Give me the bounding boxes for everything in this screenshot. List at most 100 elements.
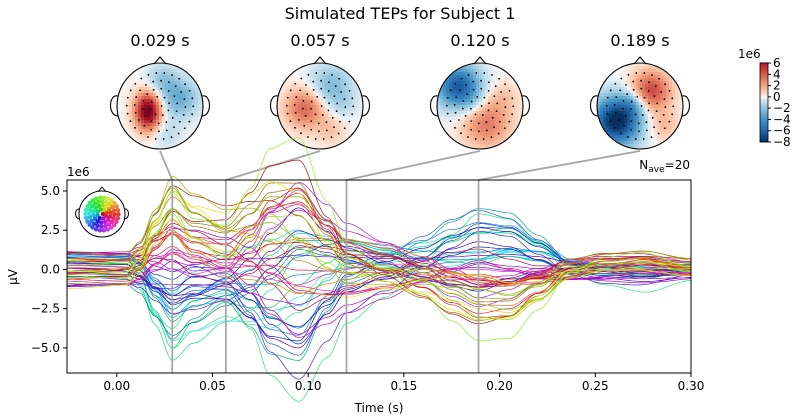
sensor-dot: [480, 87, 483, 90]
channel-trace: [66, 187, 692, 300]
sensor-dot: [139, 132, 142, 135]
sensor-dot: [158, 130, 160, 133]
sensor-dot: [327, 90, 330, 92]
sensor-dot: [632, 88, 635, 91]
colorbar-cell: [760, 97, 768, 100]
head-right-ear: [361, 95, 371, 117]
colorbar-cell: [760, 116, 768, 118]
sensor-dot: [656, 102, 659, 105]
sensor-dot: [488, 102, 490, 105]
sensor-dot: [508, 120, 511, 123]
sensor-dot: [481, 114, 484, 116]
channel-trace: [67, 239, 692, 315]
sensor-dot: [300, 77, 303, 80]
colorbar-cell: [760, 88, 768, 90]
colorbar-cell: [760, 138, 768, 140]
sensor-dot: [630, 107, 632, 110]
colorbar-cell: [760, 122, 768, 124]
sensor-dot: [160, 79, 162, 82]
colorbar-cell: [760, 128, 768, 130]
sensor-dot: [632, 80, 635, 83]
colorbar-cell: [760, 82, 768, 84]
sensor-dot: [310, 107, 312, 110]
colorbar-cell: [760, 67, 768, 69]
sensor-dot: [672, 105, 675, 108]
sensor-dot: [502, 113, 505, 116]
topomap-time-label: 0.057 s: [290, 31, 349, 50]
sensor-dot: [134, 126, 136, 129]
sensor-dot: [295, 96, 298, 99]
sensor-dot: [139, 89, 142, 92]
y-axis-ticks: −5.0 −2.5 0.0 2.5 5.0: [31, 184, 67, 355]
sensor-dot: [619, 132, 622, 135]
channel-trace: [66, 213, 692, 320]
sensor-dot: [168, 102, 170, 105]
head-left-ear: [429, 95, 439, 117]
sensor-dot: [352, 105, 355, 108]
sensor-dot: [160, 105, 163, 107]
figure-title: Simulated TEPs for Subject 1: [285, 4, 516, 23]
sensor-dot: [606, 96, 609, 99]
colorbar-cell: [760, 131, 768, 133]
head-right-ear: [201, 95, 211, 117]
sensor-dot: [338, 120, 341, 123]
colorbar-tick-label: −4: [773, 112, 791, 126]
sensor-dot: [155, 72, 158, 74]
sensor-dot: [125, 104, 128, 107]
sensor-dot: [630, 120, 633, 122]
colorbar-cell: [760, 78, 768, 80]
sensor-dot: [467, 73, 470, 76]
legend-sensor-dot: [112, 212, 117, 217]
sensor-dot: [640, 79, 642, 82]
sensor-dot: [662, 113, 665, 116]
sensor-dot: [126, 112, 129, 115]
legend-sensor-dot: [108, 210, 113, 215]
colorbar-cell: [760, 123, 768, 126]
legend-sensor-dot: [109, 219, 115, 224]
legend-sensor-dot: [93, 227, 99, 232]
sensor-dot: [487, 109, 490, 112]
sensor-dot: [648, 102, 650, 105]
colorbar-cell: [760, 96, 768, 98]
sensor-dot: [342, 113, 345, 116]
head-right-ear: [521, 95, 531, 117]
sensor-dot: [647, 81, 650, 84]
y-tick-label: 5.0: [41, 184, 60, 198]
sensor-dot: [485, 129, 488, 132]
sensor-dot: [289, 89, 292, 92]
colorbar-cell: [760, 133, 768, 135]
sensor-dot: [485, 121, 488, 124]
sensor-dot: [192, 105, 195, 108]
sensor-dot: [624, 114, 627, 117]
colorbar-cell: [760, 102, 768, 104]
legend-sensor-dot: [104, 200, 109, 205]
colorbar-cell: [760, 99, 768, 101]
colorbar-cell: [760, 114, 768, 116]
sensor-dot: [449, 89, 452, 92]
sensor-dot: [615, 96, 618, 99]
colorbar-cell: [760, 90, 768, 92]
sensor-dot: [333, 95, 336, 98]
legend-sensor-dot: [90, 198, 95, 203]
sensor-dot: [145, 84, 147, 86]
channel-trace: [66, 249, 692, 338]
colorbar-cell: [760, 88, 768, 91]
colorbar-cell: [760, 77, 768, 79]
legend-sensor-dot: [109, 225, 114, 230]
colorbar-tick-label: 2: [773, 79, 781, 93]
sensor-dot: [334, 85, 337, 88]
legend-sensor-dot: [90, 225, 95, 230]
sensor-dot: [470, 100, 473, 103]
colorbar-cell: [760, 93, 768, 95]
sensor-dot: [495, 110, 498, 113]
sensor-dot: [134, 111, 137, 114]
colorbar-cell: [760, 69, 768, 71]
legend-sensor-dot: [85, 204, 90, 209]
sensor-dot: [465, 84, 467, 86]
sensor-dot: [664, 106, 667, 108]
legend-sensor-dot: [92, 221, 97, 227]
sensor-dot: [335, 110, 338, 113]
colorbar-cell: [760, 72, 768, 74]
colorbar-cell: [760, 121, 768, 123]
sensor-dot: [668, 120, 671, 123]
